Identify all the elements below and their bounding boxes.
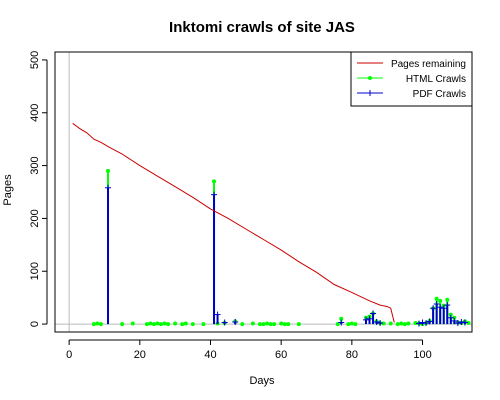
chart-title: Inktomi crawls of site JAS	[169, 19, 355, 36]
point-html-crawls	[335, 322, 340, 327]
point-html-crawls	[261, 322, 266, 327]
point-html-crawls	[166, 322, 171, 327]
point-html-crawls	[212, 179, 217, 184]
point-html-crawls	[190, 322, 195, 327]
point-html-crawls	[279, 321, 284, 326]
x-tick-label: 60	[275, 349, 287, 361]
plot-frame	[54, 51, 473, 333]
point-html-crawls	[413, 321, 418, 326]
point-html-crawls	[265, 321, 270, 326]
point-html-crawls	[201, 322, 206, 327]
axes: 0 20 40 60 80 100 0 100 200 300 400 500	[29, 51, 432, 361]
y-tick-label: 0	[29, 321, 41, 327]
y-tick-label: 300	[29, 156, 41, 174]
point-html-crawls	[438, 298, 443, 303]
point-html-crawls	[445, 297, 450, 302]
point-html-crawls	[268, 322, 273, 327]
plot-area	[55, 52, 472, 332]
point-html-crawls	[155, 321, 160, 326]
point-html-crawls	[282, 322, 287, 327]
point-html-crawls	[388, 321, 393, 326]
point-html-crawls	[180, 322, 185, 327]
point-html-crawls	[286, 322, 291, 327]
point-html-crawls	[381, 321, 386, 326]
point-html-crawls	[148, 321, 153, 326]
x-tick-label: 100	[413, 349, 431, 361]
x-tick-label: 80	[346, 349, 358, 361]
legend-marker-html-crawls	[368, 76, 372, 80]
point-html-crawls	[395, 322, 400, 327]
point-html-crawls	[173, 321, 178, 326]
point-html-crawls	[406, 321, 411, 326]
point-html-crawls	[353, 322, 358, 327]
point-html-crawls	[240, 322, 245, 327]
point-html-crawls	[151, 322, 156, 327]
point-html-crawls	[183, 321, 188, 326]
point-html-crawls	[98, 322, 103, 327]
legend: Pages remaining HTML Crawls PDF Crawls	[350, 51, 473, 107]
y-tick-label: 400	[29, 104, 41, 122]
point-html-crawls	[162, 321, 167, 326]
point-html-crawls	[402, 322, 407, 327]
y-tick-label: 100	[29, 262, 41, 280]
point-html-crawls	[257, 322, 262, 327]
point-html-crawls	[296, 322, 301, 327]
series-line-pages-remaining	[72, 122, 395, 323]
point-html-crawls	[144, 322, 149, 327]
point-html-crawls	[250, 321, 255, 326]
point-html-crawls	[452, 315, 457, 320]
point-html-crawls	[272, 322, 277, 327]
legend-label-html-crawls: HTML Crawls	[406, 74, 466, 85]
point-html-crawls	[91, 322, 96, 327]
y-tick-label: 500	[29, 51, 41, 69]
point-html-crawls	[466, 321, 471, 326]
point-html-crawls	[448, 312, 453, 317]
x-tick-label: 20	[134, 349, 146, 361]
y-axis-label: Pages	[2, 174, 14, 206]
point-html-crawls	[159, 322, 164, 327]
legend-label-pdf-crawls: PDF Crawls	[413, 89, 466, 100]
point-html-crawls	[349, 321, 354, 326]
x-axis-label: Days	[249, 375, 275, 387]
x-tick-label: 0	[66, 349, 72, 361]
point-html-crawls	[346, 322, 351, 327]
point-html-crawls	[339, 316, 344, 321]
point-html-crawls	[399, 321, 404, 326]
point-html-crawls	[95, 321, 100, 326]
legend-label-pages-remaining: Pages remaining	[391, 59, 466, 70]
y-tick-label: 200	[29, 209, 41, 227]
point-html-crawls	[434, 296, 439, 301]
point-html-crawls	[120, 322, 125, 327]
x-tick-label: 40	[204, 349, 216, 361]
point-html-crawls	[106, 168, 111, 173]
point-html-crawls	[130, 321, 135, 326]
